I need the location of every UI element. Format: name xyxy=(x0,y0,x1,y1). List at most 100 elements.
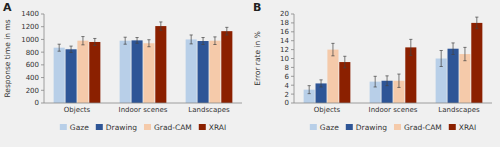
error-line xyxy=(125,37,126,44)
error-cap xyxy=(124,44,127,45)
x-tick-label: Landscapes xyxy=(438,106,480,114)
error-line xyxy=(137,38,138,44)
y-tick-label: 1000 xyxy=(21,36,39,44)
y-axis-line xyxy=(294,14,295,103)
y-tick xyxy=(41,26,44,27)
x-axis-line xyxy=(44,103,242,104)
y-tick xyxy=(291,58,294,59)
legend-swatch xyxy=(144,124,151,130)
error-cap xyxy=(190,34,193,35)
y-tick xyxy=(291,49,294,50)
legend-swatch xyxy=(199,124,206,130)
bar xyxy=(448,49,459,103)
error-line xyxy=(226,27,227,35)
error-bar xyxy=(135,38,138,44)
error-cap xyxy=(58,51,61,52)
y-axis-label: Response time in ms xyxy=(3,19,12,97)
bar xyxy=(77,41,88,103)
panel: AResponse time in ms02004006008001000120… xyxy=(3,1,242,132)
y-tick xyxy=(291,40,294,41)
error-cap xyxy=(69,52,72,53)
legend-item: Drawing xyxy=(96,123,137,132)
error-line xyxy=(59,44,60,51)
error-cap xyxy=(343,56,346,57)
bar xyxy=(143,43,154,103)
y-tick xyxy=(291,14,294,15)
y-tick-label: 10 xyxy=(280,55,289,63)
bar xyxy=(209,41,220,103)
error-bar xyxy=(159,22,162,30)
legend-swatch xyxy=(346,124,353,130)
legend-swatch xyxy=(96,124,103,130)
error-line xyxy=(398,74,399,87)
error-bars xyxy=(58,22,229,53)
error-cap xyxy=(409,39,412,40)
error-cap xyxy=(343,67,346,68)
error-cap xyxy=(475,28,478,29)
error-bar xyxy=(475,17,478,29)
error-bar xyxy=(213,37,216,45)
bar xyxy=(89,42,100,103)
y-tick xyxy=(41,52,44,53)
error-cap xyxy=(81,44,84,45)
error-cap xyxy=(201,37,204,38)
y-tick xyxy=(41,90,44,91)
error-line xyxy=(344,56,345,68)
error-cap xyxy=(397,74,400,75)
legend-item: Grad-CAM xyxy=(394,123,442,132)
legend-item: XRAI xyxy=(199,123,226,132)
error-bar xyxy=(319,80,322,87)
error-line xyxy=(464,47,465,60)
y-tick-label: 20 xyxy=(280,10,289,18)
y-tick xyxy=(291,85,294,86)
error-cap xyxy=(135,43,138,44)
error-cap xyxy=(58,44,61,45)
x-tick-label: Objects xyxy=(314,106,341,114)
error-line xyxy=(387,76,388,86)
x-tick-label: Landscapes xyxy=(188,106,230,114)
error-bar xyxy=(343,56,346,68)
error-line xyxy=(309,86,310,94)
legend-swatch xyxy=(449,124,456,130)
error-cap xyxy=(135,37,138,38)
legend-item: Gaze xyxy=(60,123,89,132)
legend-swatch xyxy=(310,124,317,130)
error-cap xyxy=(159,21,162,22)
legend-label: XRAI xyxy=(459,123,476,132)
error-cap xyxy=(409,55,412,56)
error-cap xyxy=(69,46,72,47)
y-tick xyxy=(41,77,44,78)
error-cap xyxy=(331,55,334,56)
error-line xyxy=(410,39,411,55)
error-cap xyxy=(308,93,311,94)
error-bar xyxy=(81,37,84,45)
error-bar xyxy=(58,44,61,51)
error-bar xyxy=(374,76,377,87)
legend-label: Gaze xyxy=(70,123,89,132)
error-cap xyxy=(190,43,193,44)
error-cap xyxy=(93,38,96,39)
y-tick-label: 800 xyxy=(26,49,39,57)
x-tick-label: Indoor scenes xyxy=(119,106,168,114)
y-tick-label: 0 xyxy=(35,99,39,107)
error-line xyxy=(453,43,454,55)
bar xyxy=(339,62,350,103)
error-cap xyxy=(124,37,127,38)
y-tick-label: 0 xyxy=(285,99,289,107)
legend-swatch xyxy=(60,124,67,130)
error-line xyxy=(94,38,95,45)
legend-label: XRAI xyxy=(209,123,226,132)
y-tick xyxy=(291,31,294,32)
y-tick xyxy=(291,94,294,95)
error-bar xyxy=(409,39,412,55)
bar xyxy=(459,54,470,103)
error-cap xyxy=(225,34,228,35)
y-tick-label: 200 xyxy=(26,87,39,95)
y-axis: 0200400600800100012001400 xyxy=(21,10,44,107)
error-bar xyxy=(385,76,388,86)
error-line xyxy=(375,76,376,87)
bars xyxy=(54,26,233,103)
bars xyxy=(304,23,483,103)
bar xyxy=(471,23,482,103)
error-cap xyxy=(201,44,204,45)
